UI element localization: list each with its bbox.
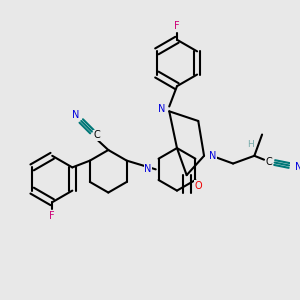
Text: C: C xyxy=(93,130,100,140)
Text: O: O xyxy=(194,181,202,191)
Text: N: N xyxy=(295,162,300,172)
Text: F: F xyxy=(50,211,55,221)
Text: F: F xyxy=(174,21,180,31)
Text: C: C xyxy=(266,157,272,166)
Text: N: N xyxy=(158,104,165,114)
Text: N: N xyxy=(209,151,217,161)
Text: N: N xyxy=(144,164,152,174)
Text: N: N xyxy=(72,110,79,120)
Text: H: H xyxy=(247,140,254,149)
